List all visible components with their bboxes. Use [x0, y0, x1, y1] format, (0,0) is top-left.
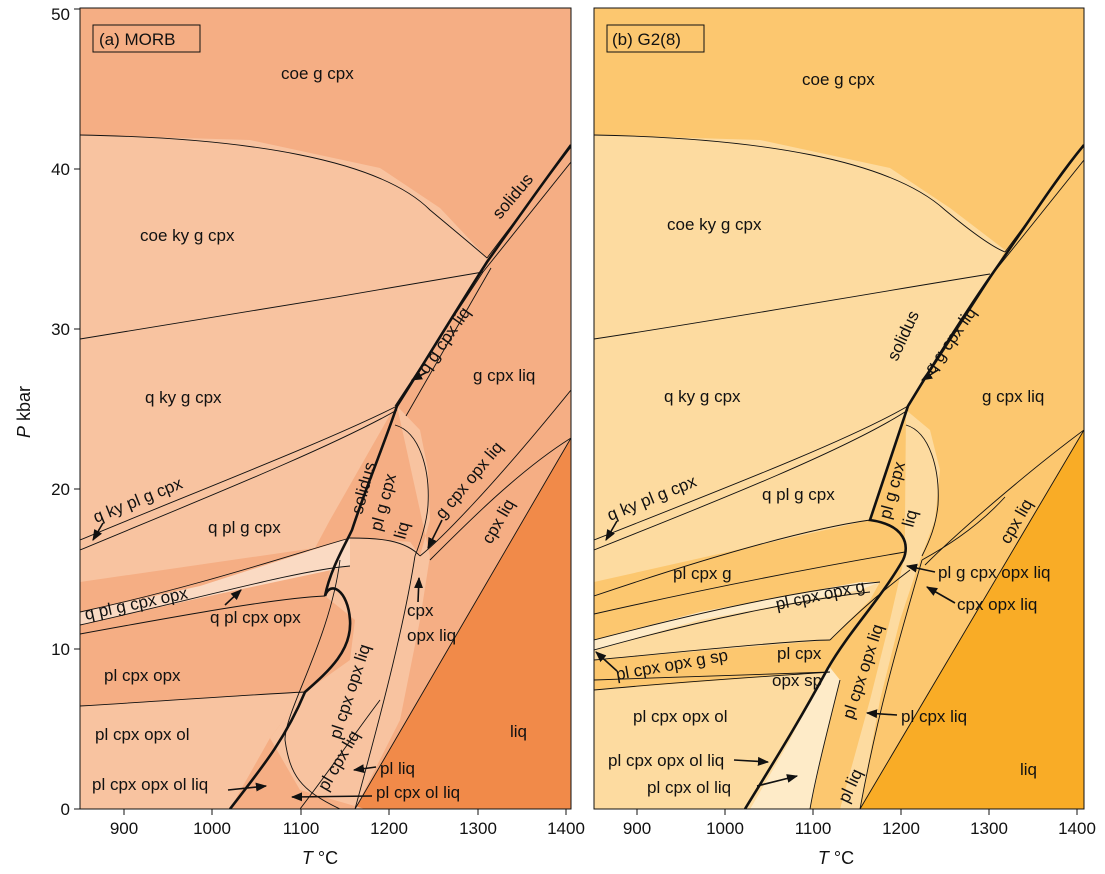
panel-b-title-box: [606, 24, 705, 53]
panel-b-arrows: [595, 369, 956, 787]
panel-b: [594, 8, 1084, 809]
panel-a-frame: [79, 7, 572, 810]
panel-b-field-solidus-strip: [840, 410, 940, 809]
label-b-q-ky-g-cpx: q ky g cpx: [664, 387, 741, 406]
panel-b-frame: [593, 7, 1085, 810]
xb-tick-1000: 1000: [706, 819, 744, 838]
xa-tick-1400: 1400: [547, 819, 585, 838]
panel-b-solidus: [743, 144, 1084, 809]
panel-b-field-light-lower: [594, 672, 830, 809]
y-tick-0: 0: [61, 800, 70, 819]
xb-tick-1400: 1400: [1058, 819, 1096, 838]
label-pl-cpx-opx-ol: pl cpx opx ol: [95, 725, 190, 744]
xb-tick-1200: 1200: [882, 819, 920, 838]
label-coe-ky-g-cpx: coe ky g cpx: [140, 226, 235, 245]
y-tick-40: 40: [51, 160, 70, 179]
xa-tick-900: 900: [110, 819, 138, 838]
xa-tick-1100: 1100: [283, 819, 320, 838]
panel-a-field-solidus-wedge: [270, 406, 430, 809]
panel-a-solidus: [228, 144, 571, 809]
label-pl-liq: pl liq: [380, 759, 415, 778]
label-coe-g-cpx: coe g cpx: [281, 64, 354, 83]
panel-a-title: (a) MORB: [99, 30, 176, 49]
panel-a-field-light-upper: [80, 135, 487, 582]
x-axis-a: 900 1000 1100 1200 1300 1400 T °C: [110, 809, 585, 868]
y-axis: 0 10 20 30 40 50 P kbar: [14, 5, 80, 819]
panel-b-field-pl-cpx-g: [594, 520, 905, 614]
xb-tick-1100: 1100: [795, 819, 832, 838]
label-b-g-cpx-liq: g cpx liq: [982, 387, 1044, 406]
x-axis-label-a: T °C: [302, 848, 338, 868]
label-b-cpx-opx-liq: cpx opx liq: [957, 595, 1037, 614]
xb-tick-900: 900: [623, 819, 651, 838]
xa-tick-1200: 1200: [370, 819, 408, 838]
label-b-opx-sp: opx sp: [772, 671, 822, 690]
label-b-pl-cpx-g: pl cpx g: [673, 564, 732, 583]
panel-b-title: (b) G2(8): [612, 30, 681, 49]
y-tick-50: 50: [51, 5, 70, 24]
label-q-pl-g-cpx: q pl g cpx: [208, 518, 281, 537]
label-b-pl-cpx-liq: pl cpx liq: [901, 707, 967, 726]
xa-tick-1000: 1000: [193, 819, 231, 838]
label-q-ky-g-cpx: q ky g cpx: [145, 388, 222, 407]
label-g-cpx-liq: g cpx liq: [473, 366, 535, 385]
label-b-pl-cpx: pl cpx: [777, 644, 822, 663]
x-axis-label-b: T °C: [818, 848, 854, 868]
label-b-pl-cpx-ol-liq: pl cpx ol liq: [647, 778, 731, 797]
panel-a-arrows: [92, 371, 443, 802]
panel-a-title-box: [92, 24, 201, 53]
label-b-q-pl-g-cpx: q pl g cpx: [762, 485, 835, 504]
panel-b-field-pl-cpx-opx-g-sp: [594, 582, 880, 660]
label-b-coe-g-cpx: coe g cpx: [802, 70, 875, 89]
label-pl-cpx-opx: pl cpx opx: [104, 666, 181, 685]
y-tick-20: 20: [51, 480, 70, 499]
label-opx-liq: opx liq: [407, 626, 456, 645]
label-b-pl-cpx-opx-ol: pl cpx opx ol: [633, 707, 728, 726]
label-b-coe-ky-g-cpx: coe ky g cpx: [667, 215, 762, 234]
panel-b-field-pale-strip: [594, 582, 880, 650]
y-axis-ticks: [74, 8, 80, 810]
label-b-liq-b: liq: [899, 508, 922, 529]
label-liq: liq: [510, 722, 527, 741]
x-axis-b: 900 1000 1100 1200 1300 1400 T °C: [623, 809, 1096, 868]
xa-tick-1300: 1300: [459, 819, 497, 838]
y-tick-10: 10: [51, 640, 70, 659]
label-cpx: cpx: [407, 601, 434, 620]
label-q-pl-cpx-opx: q pl cpx opx: [210, 608, 301, 627]
panel-a-field-light-lower: [80, 692, 305, 809]
xb-tick-1300: 1300: [970, 819, 1008, 838]
y-axis-label: P kbar: [14, 386, 34, 438]
label-b-pl-cpx-opx-ol-liq: pl cpx opx ol liq: [608, 751, 724, 770]
label-liq-b: liq: [391, 520, 414, 541]
label-b-pl-g-cpx-opx-liq: pl g cpx opx liq: [938, 563, 1050, 582]
label-pl-cpx-ol-liq: pl cpx ol liq: [376, 783, 460, 802]
panel-a: [80, 8, 571, 809]
label-pl-cpx-opx-ol-liq: pl cpx opx ol liq: [92, 775, 208, 794]
panel-b-boundaries: [594, 134, 1084, 809]
y-tick-30: 30: [51, 320, 70, 339]
panel-a-field-q-pl-g-cpx-opx: [80, 538, 420, 625]
label-b-liq: liq: [1020, 760, 1037, 779]
panel-b-field-light-upper: [594, 135, 1005, 582]
